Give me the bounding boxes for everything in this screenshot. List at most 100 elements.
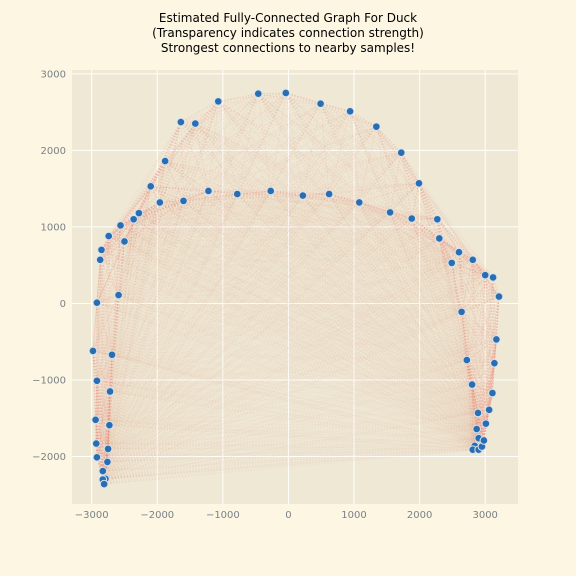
- graph-edge: [108, 391, 111, 426]
- graph-edge: [320, 103, 413, 219]
- data-point: [472, 424, 481, 434]
- x-tick-label: 2000: [407, 510, 432, 521]
- graph-edge: [108, 121, 182, 237]
- graph-edge: [349, 111, 360, 203]
- graph-edge: [411, 218, 463, 313]
- graph-edge: [451, 262, 474, 450]
- graph-edge: [418, 182, 494, 278]
- graph-edge: [458, 252, 476, 446]
- data-point: [92, 376, 102, 386]
- graph-edge: [471, 384, 479, 414]
- graph-edge: [95, 391, 111, 421]
- graph-edge: [96, 193, 238, 304]
- data-point: [396, 148, 406, 157]
- graph-edge: [133, 101, 219, 220]
- graph-edge: [438, 238, 487, 424]
- data-points: [88, 88, 504, 489]
- graph-edge: [270, 190, 303, 197]
- graph-edge: [95, 294, 120, 444]
- graph-edge: [257, 93, 391, 213]
- graph-edge: [458, 251, 500, 297]
- graph-edge: [418, 183, 468, 361]
- graph-edge: [118, 213, 140, 296]
- graph-edge: [102, 294, 120, 472]
- data-point: [488, 388, 497, 398]
- data-point: [414, 178, 424, 188]
- data-point: [91, 415, 100, 425]
- graph-edge: [471, 339, 497, 385]
- graph-edge: [95, 443, 98, 458]
- graph-edge: [472, 277, 494, 450]
- graph-edge: [133, 201, 161, 220]
- graph-edge: [96, 302, 109, 449]
- graph-edge: [472, 259, 493, 394]
- graph-edge: [471, 384, 487, 424]
- graph-edge: [164, 92, 287, 162]
- data-point: [92, 453, 102, 462]
- graph-edge: [96, 200, 184, 304]
- graph-edge: [302, 195, 460, 253]
- graph-edge: [96, 448, 109, 458]
- graph-edge: [485, 277, 494, 424]
- graph-edge: [491, 296, 500, 394]
- graph-edge: [466, 275, 486, 361]
- graph-edge: [471, 275, 486, 385]
- graph-edge: [320, 103, 351, 112]
- graph-edge: [418, 183, 497, 340]
- graph-edge: [472, 275, 486, 450]
- graph-edge: [207, 93, 259, 192]
- graph-edge: [400, 152, 438, 220]
- graph-edge: [461, 274, 486, 313]
- data-point: [114, 290, 123, 300]
- graph-edge: [150, 123, 196, 187]
- graph-edge: [103, 354, 113, 485]
- graph-edge: [451, 262, 480, 439]
- graph-edge: [95, 241, 125, 420]
- graph-edge: [101, 249, 109, 449]
- graph-edge: [411, 218, 493, 394]
- graph-edge: [95, 419, 109, 450]
- graph-edge: [358, 202, 462, 313]
- graph-edge: [461, 296, 500, 313]
- graph-edge: [133, 121, 182, 220]
- graph-edge: [96, 190, 209, 304]
- graph-edge: [411, 218, 460, 253]
- y-tick-label: −1000: [32, 376, 66, 387]
- graph-edge: [484, 275, 487, 424]
- graph-edge: [101, 200, 184, 251]
- data-point: [372, 122, 381, 131]
- graph-edge: [451, 251, 460, 264]
- graph-edge: [92, 350, 108, 462]
- graph-edge: [328, 193, 438, 220]
- graph-edge: [436, 219, 493, 394]
- graph-edge: [471, 277, 494, 385]
- graph-edge: [458, 252, 495, 364]
- data-point: [92, 298, 102, 307]
- graph-edge: [359, 201, 438, 220]
- graph-edge: [451, 262, 483, 447]
- graph-edge: [183, 103, 321, 202]
- graph-edge: [111, 200, 184, 355]
- data-point: [232, 189, 242, 199]
- graph-edge: [491, 363, 495, 394]
- graph-edge: [492, 277, 495, 364]
- graph-edge: [120, 186, 152, 226]
- graph-edge: [359, 202, 453, 264]
- graph-edge: [111, 241, 125, 355]
- graph-edge: [411, 218, 497, 340]
- graph-edge: [96, 236, 110, 303]
- graph-edge: [461, 311, 490, 410]
- graph-edge: [474, 363, 495, 446]
- graph-edge: [461, 311, 473, 385]
- graph-edge: [124, 190, 209, 242]
- graph-edge: [183, 93, 259, 202]
- data-point: [134, 208, 144, 218]
- graph-edge: [236, 110, 351, 195]
- graph-edge: [400, 152, 440, 239]
- graph-edge: [118, 186, 152, 296]
- graph-edge: [92, 350, 106, 479]
- graph-edge: [349, 111, 391, 213]
- graph-edge: [165, 160, 303, 197]
- graph-edge: [270, 110, 351, 192]
- graph-edge: [328, 193, 412, 219]
